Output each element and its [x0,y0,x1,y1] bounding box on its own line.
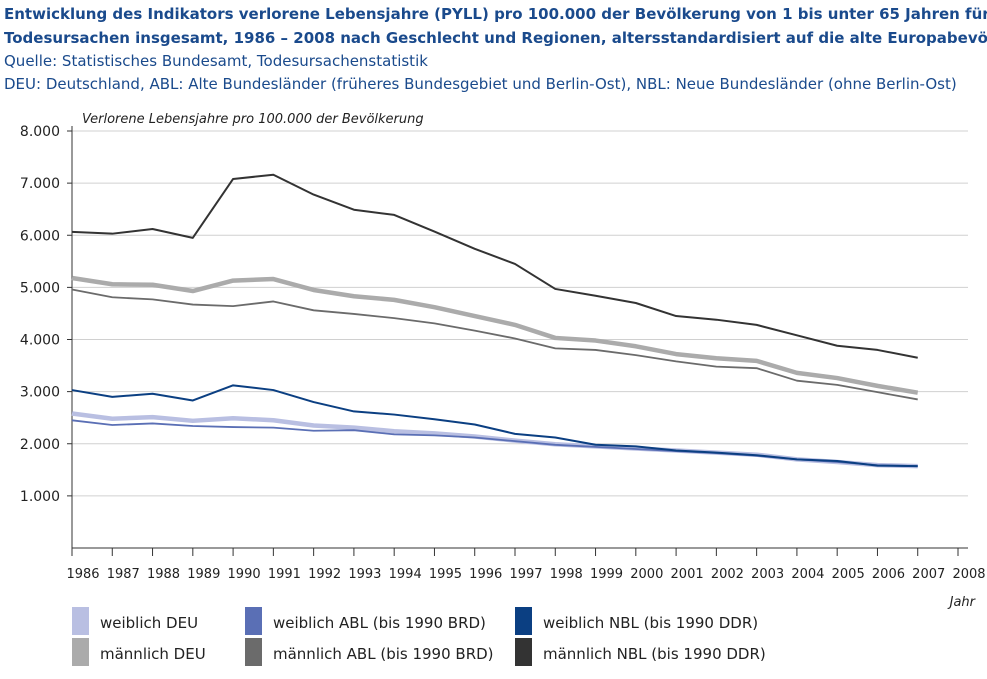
series-line [71,384,918,468]
y-tick-label: 7.000 [20,176,60,192]
y-axis-label: Verlorene Lebensjahre pro 100.000 der Be… [82,112,424,127]
x-tick-label: 1994 [389,567,422,582]
y-tick-label: 3.000 [20,385,60,401]
x-tick-label: 2001 [671,567,704,582]
x-tick-label: 2004 [791,567,824,582]
chart-title: Todesursachen insgesamt, 1986 – 2008 nac… [4,29,987,47]
legend-swatch [515,638,532,666]
y-tick-label: 8.000 [20,124,60,140]
chart-title: Entwicklung des Indikators verlorene Leb… [4,5,987,23]
x-tick-label: 1993 [348,567,381,582]
chart-subtitle: Quelle: Statistisches Bundesamt, Todesur… [4,52,428,70]
x-tick-label: 2007 [912,567,945,582]
legend-swatch [515,607,532,635]
series-line [71,288,918,401]
legend-label: weiblich NBL (bis 1990 DDR) [543,614,758,632]
x-tick-label: 2000 [630,567,663,582]
x-tick-label: 2005 [832,567,865,582]
series-line [71,173,918,359]
y-tick-label: 1.000 [20,489,60,505]
y-tick-label: 2.000 [20,437,60,453]
legend-swatch [72,607,89,635]
x-tick-label: 1986 [66,567,99,582]
y-tick-label: 5.000 [20,280,60,296]
legend-swatch [72,638,89,666]
series-line [71,275,919,395]
legend-swatch [245,638,262,666]
x-axis-label: Jahr [947,595,977,610]
x-tick-label: 2008 [952,567,985,582]
x-tick-label: 1999 [590,567,623,582]
legend-swatch [245,607,262,635]
legend-label: weiblich DEU [100,614,198,632]
legend-label: weiblich ABL (bis 1990 BRD) [273,614,486,632]
x-tick-label: 2003 [751,567,784,582]
legend-label: männlich ABL (bis 1990 BRD) [273,645,494,663]
x-tick-label: 1996 [469,567,502,582]
legend-label: männlich NBL (bis 1990 DDR) [543,645,766,663]
x-tick-label: 1991 [268,567,301,582]
x-tick-label: 2002 [711,567,744,582]
legend-label: männlich DEU [100,645,206,663]
x-tick-label: 1998 [550,567,583,582]
x-tick-label: 1995 [429,567,462,582]
x-tick-label: 1989 [187,567,220,582]
x-tick-label: 2006 [872,567,905,582]
x-tick-label: 1988 [147,567,180,582]
x-tick-label: 1987 [107,567,140,582]
y-tick-label: 6.000 [20,228,60,244]
chart-subtitle: DEU: Deutschland, ABL: Alte Bundesländer… [4,75,957,93]
x-tick-label: 1997 [509,567,542,582]
y-tick-label: 4.000 [20,333,60,349]
x-tick-label: 1992 [308,567,341,582]
x-tick-label: 1990 [228,567,261,582]
